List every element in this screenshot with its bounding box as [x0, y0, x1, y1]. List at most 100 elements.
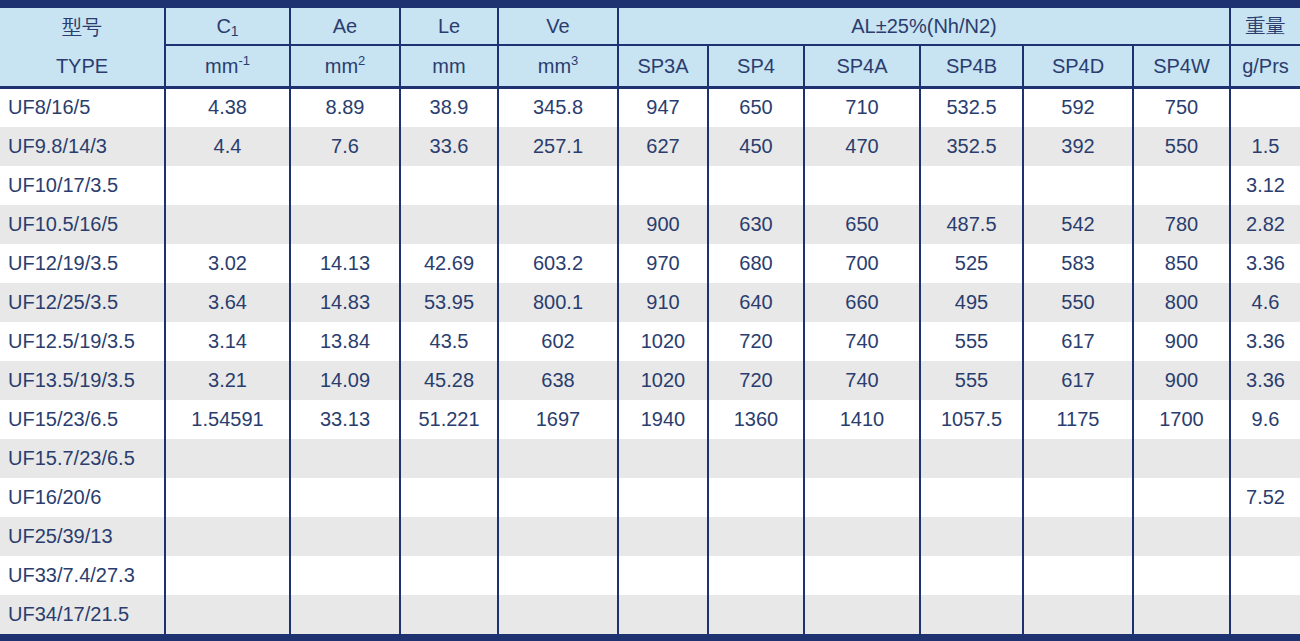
- cell-c1: 4.38: [165, 88, 290, 127]
- cell-c1: 4.4: [165, 127, 290, 166]
- cell-sp4a: 700: [804, 244, 920, 283]
- cell-weight: 4.6: [1230, 283, 1300, 322]
- cell-sp4w: 850: [1133, 244, 1230, 283]
- cell-sp4d: [1023, 166, 1133, 205]
- cell-weight: 3.36: [1230, 361, 1300, 400]
- cell-weight: [1230, 595, 1300, 634]
- cell-le: 51.221: [400, 400, 498, 439]
- cell-sp4b: [920, 517, 1023, 556]
- cell-sp4w: 900: [1133, 361, 1230, 400]
- cell-weight: 3.36: [1230, 244, 1300, 283]
- cell-ve: [498, 517, 618, 556]
- cell-weight: [1230, 439, 1300, 478]
- header-sp4d: SP4D: [1023, 45, 1133, 87]
- cell-sp4b: 555: [920, 361, 1023, 400]
- cell-sp4w: 800: [1133, 283, 1230, 322]
- cell-sp4w: 900: [1133, 322, 1230, 361]
- cell-weight: 3.12: [1230, 166, 1300, 205]
- header-sp4b: SP4B: [920, 45, 1023, 87]
- table-row: UF15/23/6.51.5459133.1351.22116971940136…: [0, 400, 1300, 439]
- cell-sp3a: 1020: [618, 361, 708, 400]
- cell-sp4a: 740: [804, 322, 920, 361]
- cell-sp4b: 495: [920, 283, 1023, 322]
- ae-unit-exponent: 2: [358, 53, 365, 68]
- cell-c1: [165, 205, 290, 244]
- cell-c1: [165, 556, 290, 595]
- cell-sp4w: [1133, 556, 1230, 595]
- cell-ve: 1697: [498, 400, 618, 439]
- cell-sp3a: [618, 556, 708, 595]
- cell-le: [400, 595, 498, 634]
- cell-sp3a: 970: [618, 244, 708, 283]
- cell-sp3a: 1020: [618, 322, 708, 361]
- top-border-bar: [0, 0, 1300, 8]
- cell-type: UF25/39/13: [0, 517, 165, 556]
- cell-sp4w: 750: [1133, 88, 1230, 127]
- cell-sp4w: [1133, 517, 1230, 556]
- cell-sp4: 650: [708, 88, 804, 127]
- cell-c1: 3.64: [165, 283, 290, 322]
- cell-sp4w: 1700: [1133, 400, 1230, 439]
- table-row: UF12/25/3.53.6414.8353.95800.19106406604…: [0, 283, 1300, 322]
- table-row: UF33/7.4/27.3: [0, 556, 1300, 595]
- cell-type: UF15.7/23/6.5: [0, 439, 165, 478]
- cell-weight: 2.82: [1230, 205, 1300, 244]
- cell-type: UF33/7.4/27.3: [0, 556, 165, 595]
- cell-sp4: [708, 478, 804, 517]
- cell-ve: 800.1: [498, 283, 618, 322]
- cell-weight: [1230, 88, 1300, 127]
- cell-ve: [498, 205, 618, 244]
- cell-sp3a: 1940: [618, 400, 708, 439]
- cell-ae: [290, 556, 400, 595]
- cell-sp4a: [804, 478, 920, 517]
- cell-sp4b: [920, 166, 1023, 205]
- cell-type: UF12/25/3.5: [0, 283, 165, 322]
- cell-sp4w: 780: [1133, 205, 1230, 244]
- cell-sp4b: [920, 439, 1023, 478]
- cell-sp4b: [920, 595, 1023, 634]
- cell-le: 33.6: [400, 127, 498, 166]
- header-sp4: SP4: [708, 45, 804, 87]
- header-unit-ae: mm2: [290, 45, 400, 87]
- cell-le: [400, 517, 498, 556]
- table-row: UF10/17/3.5 3.12: [0, 166, 1300, 205]
- cell-ae: [290, 478, 400, 517]
- cell-sp4d: 592: [1023, 88, 1133, 127]
- cell-sp4d: [1023, 478, 1133, 517]
- cell-sp4: 640: [708, 283, 804, 322]
- table-row: UF9.8/14/34.47.633.6257.1627450470352.53…: [0, 127, 1300, 166]
- table-row: UF16/20/67.52: [0, 478, 1300, 517]
- cell-type: UF15/23/6.5: [0, 400, 165, 439]
- cell-type: UF34/17/21.5: [0, 595, 165, 634]
- table-row: UF13.5/19/3.53.2114.0945.286381020720740…: [0, 361, 1300, 400]
- cell-le: 45.28: [400, 361, 498, 400]
- header-c1: C1: [165, 8, 290, 45]
- cell-ve: [498, 556, 618, 595]
- cell-weight: 9.6: [1230, 400, 1300, 439]
- cell-sp4b: 487.5: [920, 205, 1023, 244]
- cell-sp4d: 550: [1023, 283, 1133, 322]
- cell-ae: [290, 595, 400, 634]
- cell-type: UF10.5/16/5: [0, 205, 165, 244]
- cell-sp4d: [1023, 439, 1133, 478]
- table-row: UF15.7/23/6.5: [0, 439, 1300, 478]
- cell-sp3a: 947: [618, 88, 708, 127]
- c1-subscript: 1: [231, 23, 239, 39]
- header-unit-ve: mm3: [498, 45, 618, 87]
- cell-ae: 13.84: [290, 322, 400, 361]
- cell-c1: 3.14: [165, 322, 290, 361]
- cell-sp3a: 910: [618, 283, 708, 322]
- header-row-2: mm-1 mm2 mm mm3 SP3A SP4 SP4A SP4B SP4D …: [0, 45, 1300, 87]
- cell-c1: 3.21: [165, 361, 290, 400]
- cell-ae: 14.13: [290, 244, 400, 283]
- header-le: Le: [400, 8, 498, 45]
- cell-ae: [290, 439, 400, 478]
- cell-sp4a: 740: [804, 361, 920, 400]
- cell-ae: [290, 166, 400, 205]
- cell-type: UF10/17/3.5: [0, 166, 165, 205]
- table-body: UF8/16/54.388.8938.9345.8947650710532.55…: [0, 88, 1300, 634]
- cell-ve: [498, 439, 618, 478]
- header-type: 型号 TYPE: [0, 8, 165, 88]
- header-weight: 重量: [1230, 8, 1300, 45]
- table-row: UF12.5/19/3.53.1413.8443.560210207207405…: [0, 322, 1300, 361]
